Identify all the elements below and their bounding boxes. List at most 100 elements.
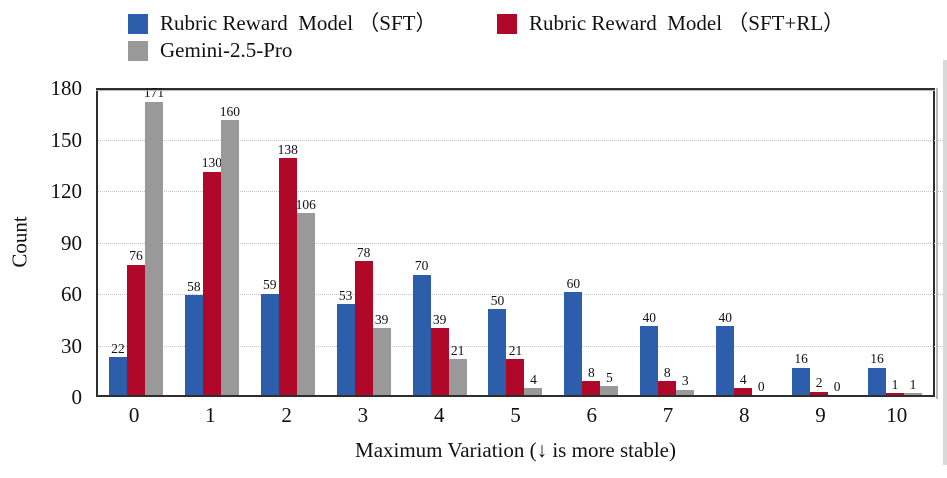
legend-row-1: Rubric Reward Model （SFT） Rubric Reward …: [128, 10, 844, 37]
bar-rect: [658, 381, 677, 395]
legend-row-2: Gemini-2.5-Pro: [128, 37, 844, 64]
bar-value-label: 60: [566, 275, 581, 291]
bar-group-2: 59 138 106: [250, 90, 326, 395]
bar-group-1: 58 130 160: [174, 90, 250, 395]
bar-rect: [600, 386, 619, 395]
bar: 16: [792, 352, 811, 395]
bar-rect: [676, 389, 695, 395]
bar-rect: [336, 304, 355, 395]
bar-rect: [564, 292, 583, 395]
bar-rect: [582, 381, 601, 395]
bar-rect: [296, 213, 315, 395]
bar-rect: [810, 391, 829, 395]
plot-border-highlight-top: [96, 90, 935, 91]
bar-rect: [220, 120, 239, 395]
bar-value-label: 70: [414, 258, 429, 274]
x-tick-label: 3: [357, 403, 369, 427]
y-tick-label: 0: [71, 385, 83, 409]
bar-value-label: 16: [870, 351, 884, 366]
bar: 0: [752, 378, 770, 396]
bar: 130: [201, 155, 222, 395]
bar-rect: [904, 393, 923, 395]
gridline: [98, 294, 947, 295]
gridline: [98, 345, 947, 347]
bar-value-label: 130: [201, 155, 222, 171]
bar-rect: [716, 326, 735, 395]
bar-value-label: 8: [663, 364, 671, 380]
legend-label: Rubric Reward Model （SFT）: [160, 11, 437, 35]
bar: 76: [126, 249, 145, 395]
bar: 53: [336, 287, 355, 395]
bar-rect: [868, 367, 887, 395]
legend-item-sft: Rubric Reward Model （SFT）: [128, 10, 497, 37]
x-tick-label: 5: [510, 403, 521, 427]
bar-value-label: 59: [263, 277, 277, 293]
legend: Rubric Reward Model （SFT） Rubric Reward …: [128, 10, 844, 64]
bar: 40: [640, 309, 659, 395]
bar-value-label: 2: [815, 375, 823, 391]
bar-value-label: 58: [187, 278, 201, 294]
bar-group-9: 16 2 0: [781, 90, 857, 395]
bar: 39: [430, 312, 449, 395]
bar: 21: [448, 342, 467, 395]
x-tick-label: 10: [886, 403, 908, 427]
bar-rect: [126, 264, 145, 395]
bar-value-label: 40: [718, 309, 732, 325]
bar: 138: [277, 141, 298, 395]
legend-label: Rubric Reward Model （SFT+RL）: [529, 11, 845, 35]
bar-value-label: 1: [891, 376, 899, 392]
x-tick-label: 1: [205, 403, 216, 427]
bar-rect: [260, 293, 279, 395]
bar-rect: [430, 328, 449, 395]
x-tick-label: 0: [128, 403, 140, 427]
bar-value-label: 0: [833, 378, 841, 394]
bar: 58: [184, 278, 203, 395]
bar-value-label: 0: [757, 378, 765, 394]
gridline: [98, 139, 947, 141]
bar: 5: [600, 369, 619, 395]
bar: 2: [810, 375, 829, 395]
bar: 160: [220, 105, 240, 395]
bar-value-label: 53: [338, 287, 353, 303]
legend-swatch-icon: [128, 40, 148, 61]
bar-value-label: 21: [450, 342, 465, 358]
bar-value-label: 106: [295, 196, 316, 212]
legend-swatch-icon: [497, 13, 517, 34]
bar: 1: [886, 376, 905, 395]
bar: 4: [734, 373, 753, 395]
bar: 3: [676, 374, 695, 395]
bar-rect: [488, 309, 507, 395]
bar-rect: [886, 393, 905, 395]
bar-rect: [354, 261, 373, 395]
bar-rect: [640, 326, 659, 395]
plot-area: 22 76 171 58 130 160 59 138 106 53 78 39 70 39 21 50 21 4…: [96, 86, 947, 397]
bar-group-6: 60 8 5: [553, 90, 629, 395]
bar-value-label: 22: [111, 340, 125, 356]
bar-group-10: 16 1 1: [857, 90, 933, 395]
x-tick-label: 6: [586, 403, 597, 427]
x-tick-label: 4: [433, 403, 445, 427]
x-axis-ticks: 0 1 2 3 4 5 6 7 8 9 10: [96, 403, 935, 428]
legend-item-sft-rl: Rubric Reward Model （SFT+RL）: [497, 10, 844, 37]
y-tick-label: 90: [61, 230, 82, 255]
bar: 60: [564, 275, 583, 395]
bar-value-label: 138: [277, 141, 298, 157]
bar-rect: [184, 295, 203, 395]
right-edge-strip: [943, 60, 947, 465]
bar-rect: [792, 367, 811, 395]
bar-value-label: 40: [642, 309, 657, 325]
x-tick-label: 8: [739, 403, 750, 427]
x-tick-label: 7: [662, 403, 674, 427]
bar-group-8: 40 4 0: [705, 90, 781, 395]
bar: 22: [108, 340, 127, 395]
bar-group-4: 70 39 21: [402, 90, 478, 395]
gridline: [98, 191, 947, 192]
bar-group-5: 50 21 4: [478, 90, 554, 395]
bar-group-3: 53 78 39: [326, 90, 402, 395]
bar-group-7: 40 8 3: [629, 90, 705, 395]
bar-value-label: 5: [606, 369, 613, 385]
y-tick-label: 150: [50, 127, 83, 152]
legend-swatch-icon: [128, 13, 148, 34]
x-tick-label: 9: [815, 403, 826, 427]
